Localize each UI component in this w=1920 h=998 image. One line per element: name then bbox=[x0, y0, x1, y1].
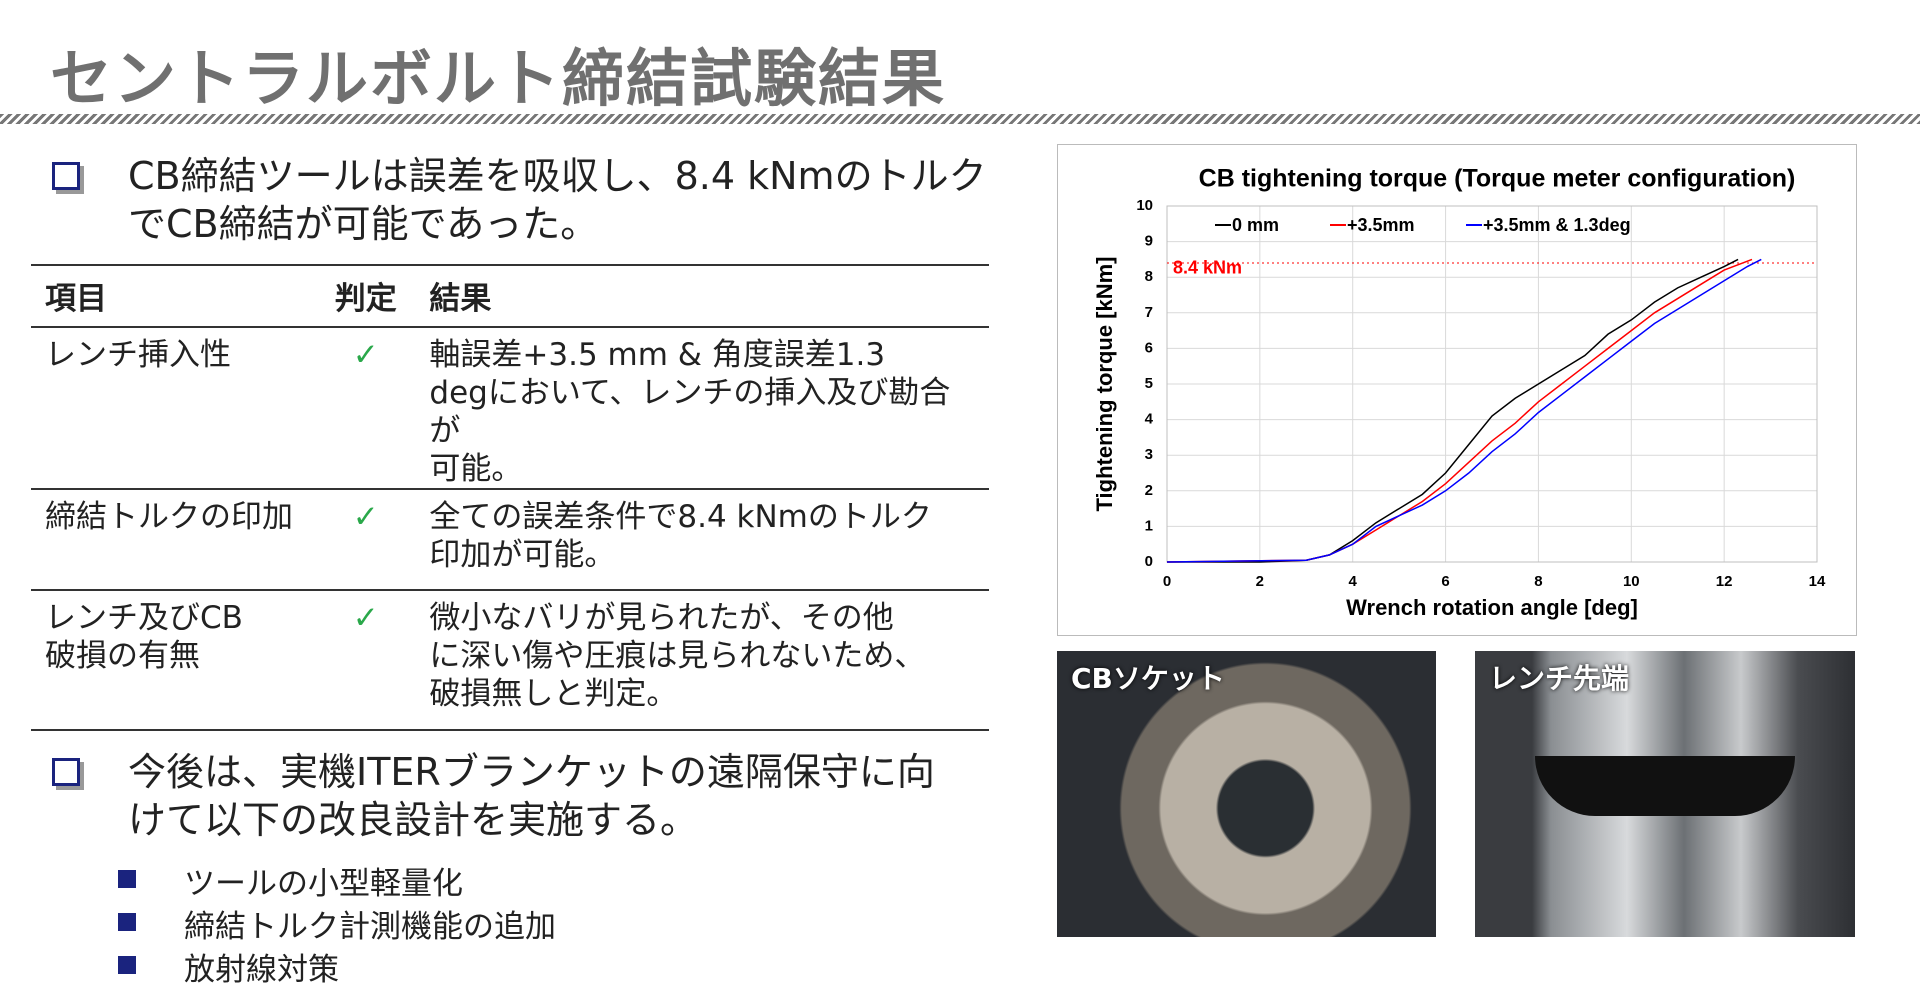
bullet-text: 今後は、実機ITERブランケットの遠隔保守に向 けて以下の改良設計を実施する。 bbox=[128, 748, 935, 844]
reference-label: 8.4 kNm bbox=[1173, 258, 1242, 278]
bullet-icon bbox=[118, 870, 136, 888]
text-line: に深い傷や圧痕は見られないため、 bbox=[429, 638, 926, 674]
text-line: 破損の有無 bbox=[45, 638, 200, 674]
item-cell: レンチ挿入性 bbox=[31, 327, 315, 490]
sub-bullet-text: ツールの小型軽量化 bbox=[184, 866, 463, 902]
photo-label: CBソケット bbox=[1071, 662, 1225, 695]
y-tick-label: 4 bbox=[1145, 411, 1154, 428]
x-axis-label: Wrench rotation angle [deg] bbox=[1346, 595, 1638, 620]
y-tick-label: 1 bbox=[1145, 517, 1153, 534]
item-cell: レンチ及びCB 破損の有無 bbox=[31, 590, 315, 731]
text-line: 微小なバリが見られたが、その他 bbox=[429, 600, 894, 636]
x-tick-label: 6 bbox=[1441, 573, 1449, 590]
photo: CBソケット bbox=[1057, 651, 1436, 937]
x-tick-label: 14 bbox=[1809, 573, 1826, 590]
result-cell: 軸誤差+3.5 mm & 角度誤差1.3 degにおいて、レンチの挿入及び勘合が可… bbox=[415, 327, 989, 490]
judge-cell: ✓ bbox=[314, 590, 416, 731]
header-cell: 判定 bbox=[314, 265, 416, 328]
slide-title: セントラルボルト締結試験結果 bbox=[50, 42, 947, 115]
bullet-icon bbox=[118, 913, 136, 931]
y-tick-label: 0 bbox=[1145, 553, 1153, 570]
table-row: レンチ挿入性 ✓ 軸誤差+3.5 mm & 角度誤差1.3 degにおいて、レンチの挿… bbox=[31, 327, 989, 490]
text-line: 締結トルクの印加 bbox=[45, 499, 293, 535]
series-line bbox=[1166, 258, 1753, 563]
bullet-icon bbox=[52, 162, 80, 190]
x-tick-label: 2 bbox=[1256, 573, 1264, 590]
photo: レンチ先端 bbox=[1475, 651, 1855, 937]
result-cell: 微小なバリが見られたが、その他 に深い傷や圧痕は見られないため、 破損無しと判定。 bbox=[415, 590, 989, 731]
bullet-icon bbox=[52, 758, 80, 786]
text-line: 軸誤差+3.5 mm & 角度誤差1.3 bbox=[429, 337, 886, 373]
text-line: 可能。 bbox=[429, 451, 523, 487]
bullet-text: CB締結ツールは誤差を吸収し、8.4 kNmのトルクでCB締結が可能であった。 bbox=[128, 154, 987, 246]
y-tick-label: 9 bbox=[1145, 233, 1153, 250]
y-tick-label: 5 bbox=[1145, 375, 1153, 392]
text-line: 今後は、実機ITERブランケットの遠隔保守に向 bbox=[128, 750, 935, 794]
y-tick-label: 8 bbox=[1145, 268, 1153, 285]
sub-bullet-text: 放射線対策 bbox=[184, 952, 339, 988]
text-line: レンチ及びCB bbox=[45, 600, 243, 636]
plot-border bbox=[1166, 205, 1818, 563]
bullet-icon bbox=[118, 956, 136, 974]
photo-label: レンチ先端 bbox=[1489, 662, 1630, 695]
text-line: 全ての誤差条件で8.4 kNmのトルク bbox=[429, 499, 932, 535]
sub-bullet-text: 締結トルク計測機能の追加 bbox=[184, 909, 556, 945]
y-tick-label: 2 bbox=[1145, 482, 1153, 499]
header-cell: 項目 bbox=[31, 265, 315, 328]
x-tick-label: 12 bbox=[1716, 573, 1733, 590]
x-tick-label: 10 bbox=[1623, 573, 1640, 590]
x-tick-label: 0 bbox=[1163, 573, 1171, 590]
y-tick-label: 3 bbox=[1145, 446, 1153, 463]
item-cell: 締結トルクの印加 bbox=[31, 489, 315, 591]
table-row: レンチ及びCB 破損の有無 ✓ 微小なバリが見られたが、その他 に深い傷や圧痕は見られな… bbox=[31, 590, 989, 731]
judge-cell: ✓ bbox=[314, 489, 416, 591]
legend-label: +3.5mm & 1.3deg bbox=[1483, 215, 1631, 235]
x-tick-label: 4 bbox=[1349, 573, 1358, 590]
text-line: 印加が可能。 bbox=[429, 537, 616, 573]
chart-title: CB tightening torque (Torque meter confi… bbox=[1199, 165, 1796, 193]
text-line: degにおいて、レンチの挿入及び勘合が bbox=[429, 375, 951, 449]
text-line: けて以下の改良設計を実施する。 bbox=[128, 798, 699, 842]
text-line: レンチ挿入性 bbox=[45, 337, 231, 373]
series-line bbox=[1167, 258, 1739, 563]
legend-label: 0 mm bbox=[1232, 215, 1279, 235]
photo-detail bbox=[1535, 756, 1795, 816]
chart-frame bbox=[1057, 144, 1857, 636]
header-cell: 結果 bbox=[415, 265, 989, 328]
legend-label: +3.5mm bbox=[1347, 215, 1415, 235]
table-row: 締結トルクの印加 ✓ 全ての誤差条件で8.4 kNmのトルク 印加が可能。 bbox=[31, 489, 989, 591]
series-line bbox=[1166, 258, 1762, 563]
y-tick-label: 6 bbox=[1145, 339, 1153, 356]
y-tick-label: 10 bbox=[1136, 197, 1153, 214]
y-axis-label: Tightening torque [kNm] bbox=[1092, 256, 1117, 511]
judge-cell: ✓ bbox=[314, 327, 416, 490]
table-header: 項目 判定 結果 bbox=[31, 265, 989, 328]
y-tick-label: 7 bbox=[1145, 304, 1153, 321]
result-table: 項目 判定 結果 レンチ挿入性 ✓ 軸誤差+3.5 mm & 角度誤差1.3 degにおいて… bbox=[31, 264, 989, 731]
divider bbox=[0, 114, 1920, 124]
x-tick-label: 8 bbox=[1534, 573, 1542, 590]
result-cell: 全ての誤差条件で8.4 kNmのトルク 印加が可能。 bbox=[415, 489, 989, 591]
text-line: 破損無しと判定。 bbox=[429, 676, 678, 712]
